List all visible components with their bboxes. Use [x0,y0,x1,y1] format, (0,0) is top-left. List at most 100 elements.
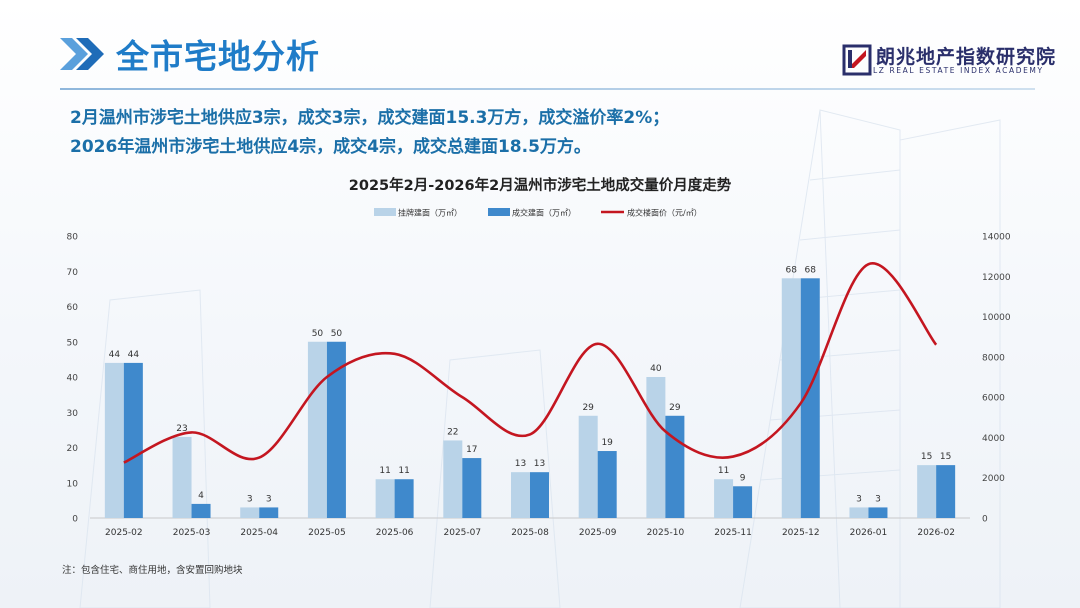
y-left-tick-label: 20 [67,444,79,454]
x-tick-label: 2025-12 [782,528,820,538]
data-label-deal: 68 [805,265,817,275]
bar-deal [868,507,888,518]
y-left-tick-label: 30 [67,409,79,419]
bar-listed [375,479,395,518]
price-line [123,262,938,464]
bar-deal [597,451,617,518]
bar-deal [733,486,753,518]
legend-swatch-deal [488,208,510,216]
y-left-tick-label: 0 [72,515,78,525]
legend-swatch-listed [374,208,396,216]
data-label-deal: 3 [875,494,881,504]
y-right-tick-label: 14000 [982,233,1011,243]
bar-deal [936,465,956,518]
data-label-deal: 19 [601,438,613,448]
data-label-listed: 22 [447,427,458,437]
data-label-listed: 44 [109,350,121,360]
chart-title: 2025年2月-2026年2月温州市涉宅土地成交量价月度走势 [348,178,732,194]
x-tick-label: 2025-05 [308,528,346,538]
data-label-deal: 11 [398,466,409,476]
y-right-tick-label: 6000 [982,394,1005,404]
data-label-deal: 17 [466,445,477,455]
summary-line-1: 2月温州市涉宅土地供应3宗，成交3宗，成交建面15.3万方，成交溢价率2%； [70,108,670,128]
x-tick-label: 2025-02 [105,528,143,538]
y-left-tick-label: 40 [67,374,79,384]
x-tick-label: 2025-04 [240,528,278,538]
data-label-deal: 3 [266,494,272,504]
data-label-deal: 44 [128,350,140,360]
x-tick-label: 2025-10 [647,528,685,538]
data-label-listed: 40 [650,364,662,374]
data-label-deal: 15 [940,452,951,462]
logo-mark-icon [842,44,872,76]
bar-listed [104,362,124,518]
bar-listed [781,278,801,518]
header-divider [60,88,1035,90]
bar-deal [530,472,549,518]
legend-label-listed: 挂牌建面（万㎡） [398,208,462,218]
bar-listed [307,341,327,518]
x-tick-label: 2025-11 [714,528,752,538]
data-label-listed: 3 [856,494,862,504]
header: 全市宅地分析 朗兆地产指数研究院 LZ REAL ESTATE INDEX AC… [0,0,1080,100]
bar-deal [326,341,346,518]
y-left-tick-label: 80 [67,233,79,243]
bar-listed [849,507,869,518]
data-label-deal: 29 [669,403,681,413]
logo-english-name: LZ REAL ESTATE INDEX ACADEMY [873,66,1044,75]
bar-deal [191,503,211,518]
x-tick-label: 2025-03 [173,528,211,538]
data-label-deal: 4 [198,491,204,501]
y-right-tick-label: 10000 [982,313,1011,323]
bar-listed [714,479,734,518]
bar-listed [511,472,530,518]
footnote: 注：包含住宅、商住用地，含安置回购地块 [62,565,243,576]
x-tick-label: 2025-07 [444,528,482,538]
y-left-tick-label: 60 [67,303,79,313]
bar-deal [462,458,482,518]
logo-name: 朗兆地产指数研究院 [876,46,1057,68]
x-tick-label: 2025-06 [376,528,414,538]
y-left-tick-label: 50 [67,338,79,348]
data-label-listed: 11 [379,466,390,476]
data-label-deal: 9 [740,473,746,483]
x-tick-label: 2026-01 [850,528,888,538]
data-label-listed: 23 [176,424,187,434]
x-tick-label: 2025-09 [579,528,617,538]
legend-label-deal: 成交建面（万㎡） [512,208,576,218]
bar-listed [240,507,260,518]
data-label-deal: 13 [534,459,545,469]
y-right-tick-label: 8000 [982,353,1005,363]
bar-deal [259,507,279,518]
data-label-deal: 50 [331,329,343,339]
x-tick-label: 2025-08 [511,528,549,538]
y-right-tick-label: 0 [982,515,988,525]
bar-listed [646,377,666,518]
data-label-listed: 29 [582,403,594,413]
data-label-listed: 11 [718,466,729,476]
x-tick-label: 2026-02 [917,528,955,538]
bar-deal [800,278,820,518]
page-title: 全市宅地分析 [116,37,320,76]
data-label-listed: 13 [515,459,526,469]
summary-text: 2月温州市涉宅土地供应3宗，成交3宗，成交建面15.3万方，成交溢价率2%； 2… [70,104,669,162]
y-right-tick-label: 12000 [982,273,1011,283]
y-right-tick-label: 2000 [982,474,1005,484]
data-label-listed: 68 [786,265,798,275]
bar-deal [665,415,685,518]
chevron-icon [60,38,104,70]
bar-deal [123,362,143,518]
y-right-tick-label: 4000 [982,434,1005,444]
y-left-tick-label: 10 [67,479,79,489]
bar-listed [917,465,937,518]
legend-label-price: 成交楼面价（元/㎡） [627,208,702,218]
bar-deal [394,479,414,518]
data-label-listed: 15 [921,452,932,462]
data-label-listed: 50 [312,329,324,339]
bar-listed [443,440,463,518]
bar-listed [172,436,192,518]
data-label-listed: 3 [247,494,253,504]
y-left-tick-label: 70 [67,268,79,278]
bar-listed [578,415,598,518]
